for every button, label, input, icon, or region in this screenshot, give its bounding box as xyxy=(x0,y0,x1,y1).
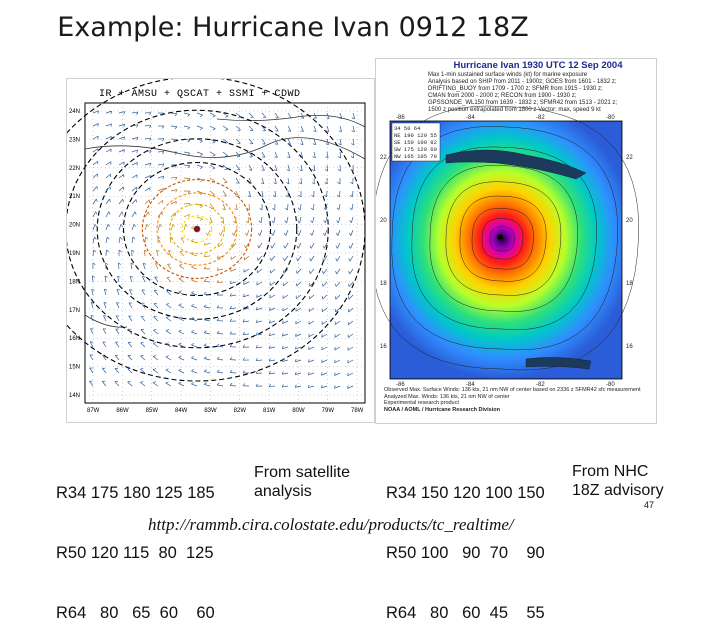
nhc-wind-radii: R34 150 120 100 150 R50 100 90 70 90 R64… xyxy=(386,443,545,643)
satellite-wind-field-plot: 24N 23N 22N 21N 20N 19N 18N 17N 16N 15N 14N 87W 86W… xyxy=(67,79,374,422)
longitude-label: 78W xyxy=(351,408,364,414)
radii-table-row: 34 50 64 xyxy=(394,125,421,132)
satellite-wind-radii: R34 175 180 125 185 R50 120 115 80 125 R… xyxy=(56,443,215,643)
latitude-label: 21N xyxy=(69,194,80,200)
longitude-label: 84W xyxy=(175,408,188,414)
latitude-label: 20 xyxy=(626,218,633,224)
radii-table-row: NW 165 105 70 xyxy=(394,153,437,160)
radii-table-row: SE 150 100 82 xyxy=(394,139,437,146)
longitude-label: -84 xyxy=(466,115,475,121)
satellite-source-caption: From satellite analysis xyxy=(254,463,350,501)
satellite-r64-row: R64 80 65 60 60 xyxy=(56,603,215,623)
longitude-label: -86 xyxy=(396,115,405,121)
eye xyxy=(497,234,503,240)
satellite-r50-row: R50 120 115 80 125 xyxy=(56,543,215,563)
latitude-label: 16 xyxy=(626,344,633,350)
hrd-analysis-subtitle: Max 1-min sustained surface winds (kt) f… xyxy=(428,72,617,114)
storm-center xyxy=(194,226,200,232)
longitude-label: 85W xyxy=(146,408,159,414)
radii-table-row: NE 190 120 55 xyxy=(394,132,437,139)
nhc-r64-row: R64 80 60 45 55 xyxy=(386,603,545,623)
latitude-label: 20N xyxy=(69,223,80,229)
page-number: 47 xyxy=(644,500,654,510)
hrd-analysis-title: Hurricane Ivan 1930 UTC 12 Sep 2004 xyxy=(422,60,654,71)
longitude-label: 82W xyxy=(234,408,247,414)
latitude-label: 22N xyxy=(69,166,80,172)
latitude-label: 16 xyxy=(380,344,387,350)
latitude-label: 16N xyxy=(69,336,80,342)
satellite-r34-row: R34 175 180 125 185 xyxy=(56,483,215,503)
latitude-label: 18 xyxy=(380,281,387,287)
wind-barb-flag xyxy=(128,368,131,369)
latitude-label: 15N xyxy=(69,365,80,371)
satellite-source-legend: IR + AMSU + QSCAT + SSMI + CDWD xyxy=(99,89,301,100)
latitude-label: 20 xyxy=(380,218,387,224)
longitude-label: 80W xyxy=(292,408,305,414)
longitude-label: -82 xyxy=(536,115,545,121)
longitude-label: 83W xyxy=(204,408,217,414)
radii-table-row: SW 175 120 60 xyxy=(394,146,437,153)
latitude-label: 18N xyxy=(69,279,80,285)
hrd-analysis-footer: Observed Max. Surface Winds: 136 kts, 21… xyxy=(384,387,640,413)
longitude-label: 86W xyxy=(116,408,129,414)
latitude-label: 23N xyxy=(69,137,80,143)
nhc-source-caption: From NHC 18Z advisory xyxy=(572,462,664,500)
longitude-label: 87W xyxy=(87,408,100,414)
latitude-label: 22 xyxy=(380,155,387,161)
source-url[interactable]: http://rammb.cira.colostate.edu/products… xyxy=(148,515,514,535)
longitude-label: 81W xyxy=(263,408,276,414)
longitude-label: -80 xyxy=(606,115,615,121)
latitude-label: 24N xyxy=(69,109,80,115)
nhc-r50-row: R50 100 90 70 90 xyxy=(386,543,545,563)
slide-title: Example: Hurricane Ivan 0912 18Z xyxy=(0,12,720,43)
longitude-label: 79W xyxy=(322,408,335,414)
latitude-label: 17N xyxy=(69,308,80,314)
latitude-label: 14N xyxy=(69,393,80,399)
satellite-wind-analysis-panel: 24N 23N 22N 21N 20N 19N 18N 17N 16N 15N 14N 87W 86W… xyxy=(66,78,375,423)
latitude-label: 22 xyxy=(626,155,633,161)
latitude-label: 19N xyxy=(69,251,80,257)
nhc-r34-row: R34 150 120 100 150 xyxy=(386,483,545,503)
latitude-label: 18 xyxy=(626,281,633,287)
